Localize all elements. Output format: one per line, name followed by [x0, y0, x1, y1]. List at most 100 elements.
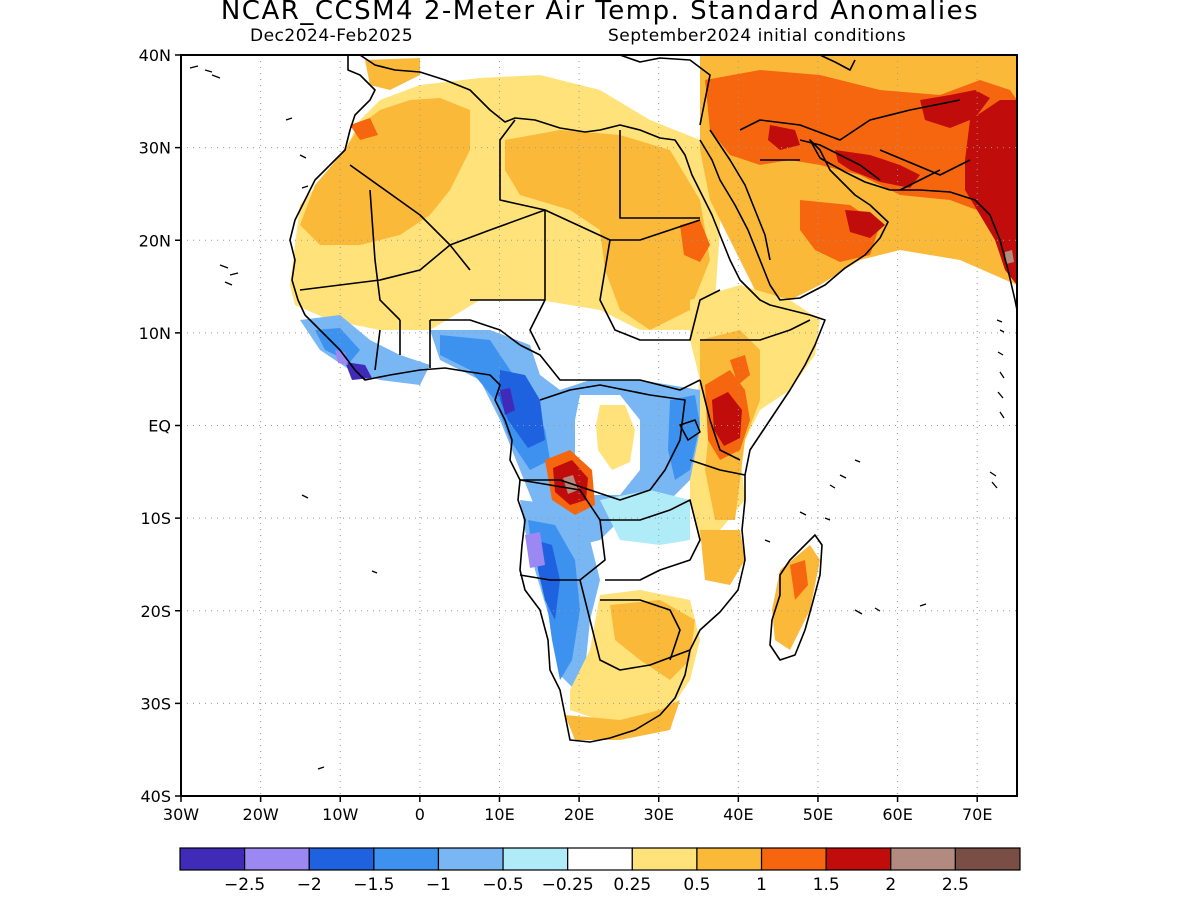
- colorbar-swatch: [373, 847, 440, 871]
- mideast-red-1: [835, 150, 920, 188]
- colorbar-swatch: [244, 847, 310, 871]
- lat-label: 10S: [140, 509, 171, 528]
- colorbar-label: −1: [426, 875, 451, 895]
- west-coast-lilac: [335, 350, 348, 365]
- colorbar-swatch: [954, 847, 1021, 871]
- africa-coastline: [289, 55, 826, 743]
- colorbar-label: −2.5: [224, 875, 265, 895]
- map-title: NCAR_CCSM4 2-Meter Air Temp. Standard An…: [220, 0, 980, 26]
- namibia-lilac: [525, 532, 545, 568]
- border-nigeria: [430, 319, 521, 346]
- border-east: [700, 319, 811, 341]
- border-angola: [519, 479, 606, 581]
- border-sudan: [599, 239, 721, 341]
- colorbar-swatch: [760, 847, 827, 871]
- india-red: [965, 100, 1017, 285]
- colorbar: −2.5 −2 −1.5 −1 −0.5 −0.25 0.25 0.5 1 1.5 2 2.5: [179, 847, 1021, 895]
- border-drc: [520, 384, 686, 501]
- lon-label: 50E: [803, 805, 833, 824]
- lat-label: 20S: [140, 602, 171, 621]
- colorbar-label: 1.5: [813, 875, 840, 895]
- lon-label: 20W: [243, 805, 279, 824]
- sahara-orange-west: [300, 98, 470, 245]
- lon-label: 10W: [322, 805, 358, 824]
- colorbar-swatch: [890, 847, 956, 871]
- mediterranean-coast: [619, 55, 711, 126]
- colorbar-label: −1.5: [353, 875, 394, 895]
- initial-conditions: September2024 initial conditions: [608, 26, 907, 46]
- lon-label: 30W: [163, 805, 199, 824]
- colorbar-label: 1: [756, 875, 767, 895]
- lon-label: 20E: [564, 805, 594, 824]
- axis-ticks: [175, 54, 978, 802]
- ethiopia-dark-orange: [730, 355, 750, 385]
- colorbar-swatch: [567, 847, 633, 871]
- south-coast-orange: [565, 700, 680, 740]
- colorbar-swatch: [308, 847, 375, 871]
- colorbar-swatch: [437, 847, 504, 871]
- lon-label: 40E: [723, 805, 753, 824]
- colorbar-label: −2: [297, 875, 322, 895]
- gulf-red: [768, 125, 800, 150]
- lon-label: 70E: [962, 805, 992, 824]
- border-botswana: [600, 599, 681, 661]
- sudan-orange: [680, 220, 710, 262]
- lon-label: 10E: [484, 805, 514, 824]
- lake-region-blue: [668, 395, 700, 480]
- lat-label: 20N: [139, 231, 171, 250]
- lat-label: 10N: [139, 324, 171, 343]
- kenya-red: [712, 392, 742, 446]
- persian-gulf: [799, 139, 881, 181]
- border-sahel: [299, 209, 701, 291]
- southern-africa-orange: [610, 600, 695, 680]
- border-zambia: [600, 499, 701, 581]
- arabia-coastline: [699, 139, 1017, 311]
- border-west-small: [374, 320, 431, 371]
- lat-label: 40S: [140, 787, 171, 806]
- lat-label: EQ: [148, 417, 171, 436]
- islands: [189, 65, 1005, 770]
- lon-label: 0: [415, 805, 425, 824]
- madagascar-outline: [769, 534, 823, 661]
- border-libya-west: [499, 119, 546, 211]
- lon-label: 30E: [643, 805, 673, 824]
- colorbar-label: −0.25: [542, 875, 594, 895]
- india-brown: [1005, 250, 1014, 264]
- border-libya-egypt: [619, 130, 700, 219]
- caspian: [819, 55, 856, 71]
- red-sea-east: [709, 129, 771, 261]
- anomaly-shading: [290, 55, 1017, 740]
- madagascar-dark-orange: [790, 560, 808, 600]
- colorbar-swatch: [179, 847, 246, 871]
- colorbar-label: 0.25: [613, 875, 651, 895]
- colorbar-label: 0.5: [683, 875, 710, 895]
- gabon-purple: [500, 388, 515, 415]
- arabia-red: [845, 210, 885, 238]
- lat-label: 40N: [139, 46, 171, 65]
- border-algeria: [349, 164, 471, 271]
- colorbar-label: 2: [885, 875, 896, 895]
- border-cameroon: [519, 344, 701, 391]
- longitude-labels: 30W 20W 10W 0 10E 20E 30E 40E 50E 60E 70E: [163, 805, 993, 824]
- border-south: [579, 579, 691, 671]
- colorbar-label: −0.5: [482, 875, 523, 895]
- border-kenya: [699, 379, 741, 461]
- congo-yellow: [596, 405, 635, 470]
- colorbar-swatch: [631, 847, 698, 871]
- border-chad: [529, 210, 546, 351]
- lat-label: 30S: [140, 694, 171, 713]
- colorbar-swatch: [825, 847, 892, 871]
- lon-label: 60E: [882, 805, 912, 824]
- sahara-orange-north: [365, 58, 420, 90]
- lake-victoria: [679, 419, 701, 441]
- coastlines-and-borders: [289, 55, 1017, 743]
- border-tanzania: [689, 459, 746, 476]
- colorbar-label: 2.5: [942, 875, 969, 895]
- latitude-labels: 40N 30N 20N 10N EQ 10S 20S 30S 40S: [139, 46, 171, 806]
- border-mideast: [739, 99, 971, 191]
- forecast-period: Dec2024-Feb2025: [250, 26, 414, 46]
- mozambique-orange: [700, 530, 745, 585]
- lat-label: 30N: [139, 139, 171, 158]
- colorbar-swatch: [696, 847, 763, 871]
- colorbar-swatch: [502, 847, 569, 871]
